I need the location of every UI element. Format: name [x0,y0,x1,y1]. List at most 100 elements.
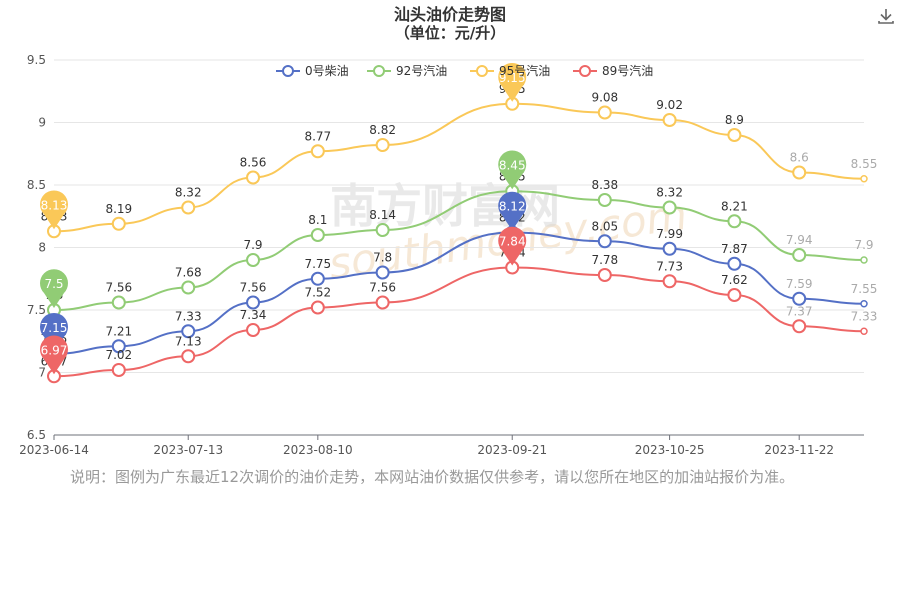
data-label: 8.82 [369,123,396,137]
pin-shape [498,191,527,231]
marker-pin: 8.13 [40,190,69,230]
data-point [727,214,742,229]
data-label: 8.32 [175,186,202,200]
data-label: 8.19 [105,202,132,216]
data-label: 7.94 [786,233,813,247]
data-point [792,291,807,306]
data-label: 8.6 [790,151,809,165]
y-tick-label: 9.5 [27,53,46,67]
download-icon[interactable] [876,6,896,26]
data-label: 7.13 [175,334,202,348]
data-label: 7.9 [243,238,262,252]
marker-pin: 8.12 [498,191,527,231]
data-point [111,216,126,231]
data-point [181,324,196,339]
data-label: 7.75 [304,257,331,271]
data-point [246,253,261,267]
data-label: 8.56 [240,156,267,170]
marker-pin: 9.15 [498,62,527,102]
data-point [375,295,390,310]
data-point [310,300,325,315]
y-tick-label: 9 [38,116,46,130]
x-tick-label: 2023-07-13 [153,443,223,457]
data-point [375,138,390,152]
data-label: 7.78 [591,253,618,267]
data-point [310,228,325,242]
data-label: 7.87 [721,242,748,256]
data-label: 9.08 [591,91,618,105]
data-point [727,288,742,302]
marker-pin: 7.5 [40,269,69,308]
data-label: 8.1 [308,213,327,227]
data-label: 7.8 [373,251,392,265]
y-tick-label: 8 [38,241,46,255]
data-label: 7.37 [786,304,813,318]
grid [54,59,864,373]
x-tick-label: 2023-10-25 [635,443,705,457]
data-point [662,241,677,256]
chart-subtitle: （单位：元/升） [395,24,505,42]
marker-pin: 8.45 [498,150,527,190]
axes: 6.5 7 7.5 8 8.5 9 9.5 2023-06-14 2023-07-13 2023-… [19,53,864,457]
x-tick-label: 2023-11-22 [764,443,834,457]
data-point [111,295,126,310]
legend-label: 89号汽油 [602,63,653,78]
marker-pins: 7.15 8.12 7.5 8.45 8.13 9.15 6.97 7.84 [40,62,527,375]
data-label: 7.02 [105,348,132,362]
data-label: 8.05 [591,219,618,233]
legend-marker [282,65,294,77]
data-point [792,248,807,262]
data-point [246,323,261,337]
data-point [597,268,612,282]
pin-shape [40,269,69,308]
data-label: 8.38 [591,178,618,192]
data-point [181,200,196,215]
legend-marker [476,65,488,77]
data-point [727,256,742,271]
x-tick-label: 2023-06-14 [19,443,89,457]
pin-shape [40,312,69,352]
legend-label: 95号汽油 [499,63,550,78]
legend-marker [373,65,385,77]
data-point [111,363,126,377]
marker-pin: 7.15 [40,312,69,352]
data-point [792,165,807,180]
data-label: 8.77 [304,129,331,143]
data-point [860,256,868,264]
y-tick-label: 7 [38,366,46,380]
data-point [860,175,868,183]
legend-item-3[interactable]: 89号汽油 [573,63,653,78]
data-point [111,339,126,354]
data-point [181,349,196,364]
data-label: 7.33 [175,309,202,323]
legend-item-2[interactable]: 95号汽油 [470,63,550,78]
pin-label: 7.5 [44,277,63,291]
data-label: 7.33 [851,309,878,323]
data-point [375,223,390,237]
marker-pin: 6.97 [40,335,69,375]
pin-shape [498,150,527,190]
data-point [310,144,325,159]
pin-label: 8.13 [41,198,68,212]
data-label: 7.52 [304,286,331,300]
x-tick-label: 2023-08-10 [283,443,353,457]
data-label: 7.34 [240,308,267,322]
legend-item-0[interactable]: 0号柴油 [276,64,349,78]
data-point [662,274,677,289]
data-point [597,193,612,207]
data-label: 8.21 [721,199,748,213]
data-label: 7.9 [854,238,873,252]
data-point [246,170,261,185]
data-label: 7.99 [656,227,683,241]
data-label: 7.56 [369,281,396,295]
data-point [246,295,261,310]
data-point [860,327,868,335]
pin-label: 8.12 [499,200,526,214]
legend-item-1[interactable]: 92号汽油 [367,63,447,78]
chart-title: 汕头油价走势图 [394,5,506,24]
legend-marker [579,65,591,77]
data-label: 8.14 [369,208,396,222]
legend[interactable]: 0号柴油 92号汽油 95号汽油 89号汽油 [276,63,653,78]
data-point [662,200,677,215]
